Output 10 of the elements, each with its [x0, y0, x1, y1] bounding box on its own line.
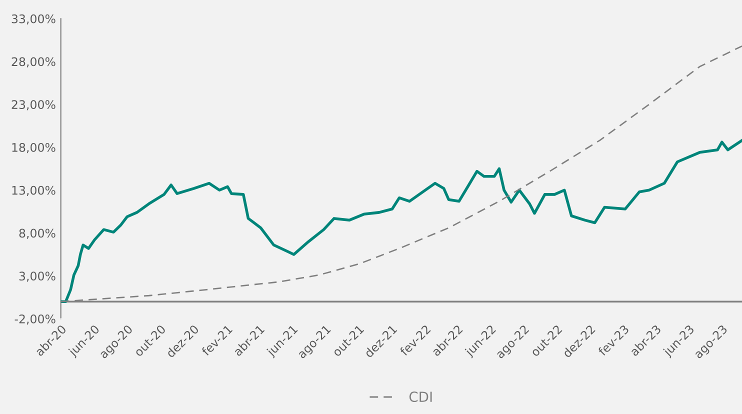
y-tick-label: 13,00% [12, 186, 56, 196]
y-tick-label: 8,00% [19, 228, 56, 239]
y-tick-label: 23,00% [12, 100, 56, 110]
line-series [60, 139, 742, 304]
y-tick-label: 18,00% [12, 142, 56, 154]
y-tick-label: 28,00% [12, 57, 56, 68]
y-tick-label: -2,00% [14, 314, 56, 325]
legend-label: CDI [409, 392, 432, 402]
y-tick-label: 33,00% [12, 14, 56, 24]
y-tick-label: 3,00% [19, 272, 56, 282]
